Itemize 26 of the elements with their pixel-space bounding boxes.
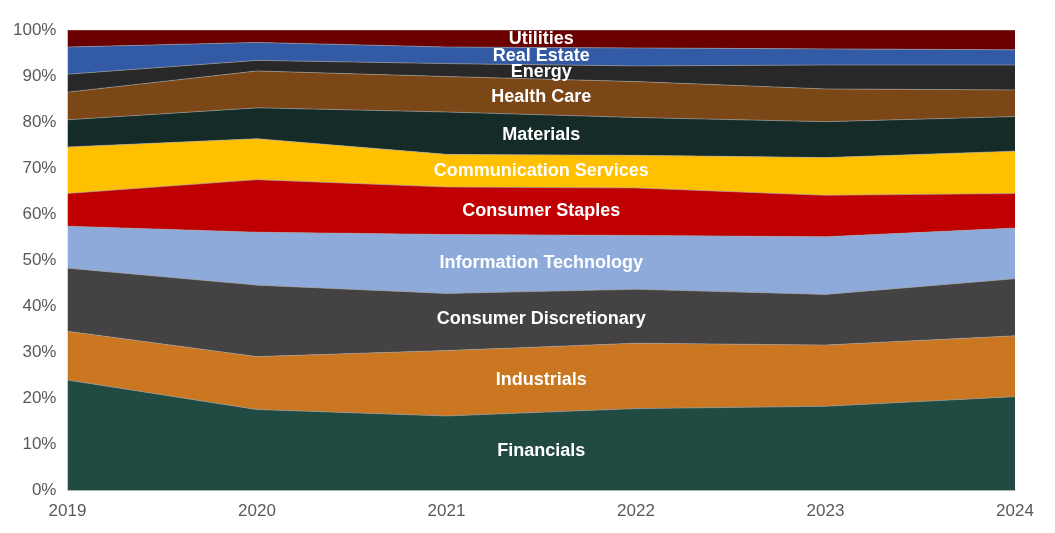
series-label: Information Technology (439, 252, 644, 273)
x-tick-label: 2021 (427, 501, 466, 521)
y-tick-label: 10% (22, 434, 57, 454)
y-tick-label: 50% (22, 249, 57, 269)
y-tick-label: 100% (13, 19, 57, 39)
x-tick-label: 2022 (617, 501, 655, 521)
y-tick-label: 90% (22, 65, 57, 85)
x-tick-label: 2019 (48, 501, 87, 521)
y-tick-label: 70% (22, 157, 57, 177)
series-label: Health Care (491, 85, 592, 106)
x-tick-label: 2023 (806, 501, 845, 521)
y-tick-label: 80% (22, 111, 57, 131)
series-label: Energy (510, 60, 572, 81)
y-tick-label: 20% (22, 388, 57, 408)
y-tick-label: 0% (31, 480, 57, 500)
y-tick-label: 60% (22, 203, 57, 223)
y-tick-label: 40% (22, 296, 57, 316)
series-label: Communication Services (433, 160, 649, 181)
series-label: Consumer Discretionary (436, 308, 646, 329)
series-label: Industrials (495, 368, 587, 389)
x-tick-label: 2020 (238, 501, 276, 521)
series-label: Materials (502, 123, 581, 144)
y-tick-label: 30% (22, 342, 57, 362)
series-label: Financials (497, 440, 586, 461)
series-label: Consumer Staples (462, 200, 621, 221)
x-tick-label: 2024 (996, 501, 1034, 521)
